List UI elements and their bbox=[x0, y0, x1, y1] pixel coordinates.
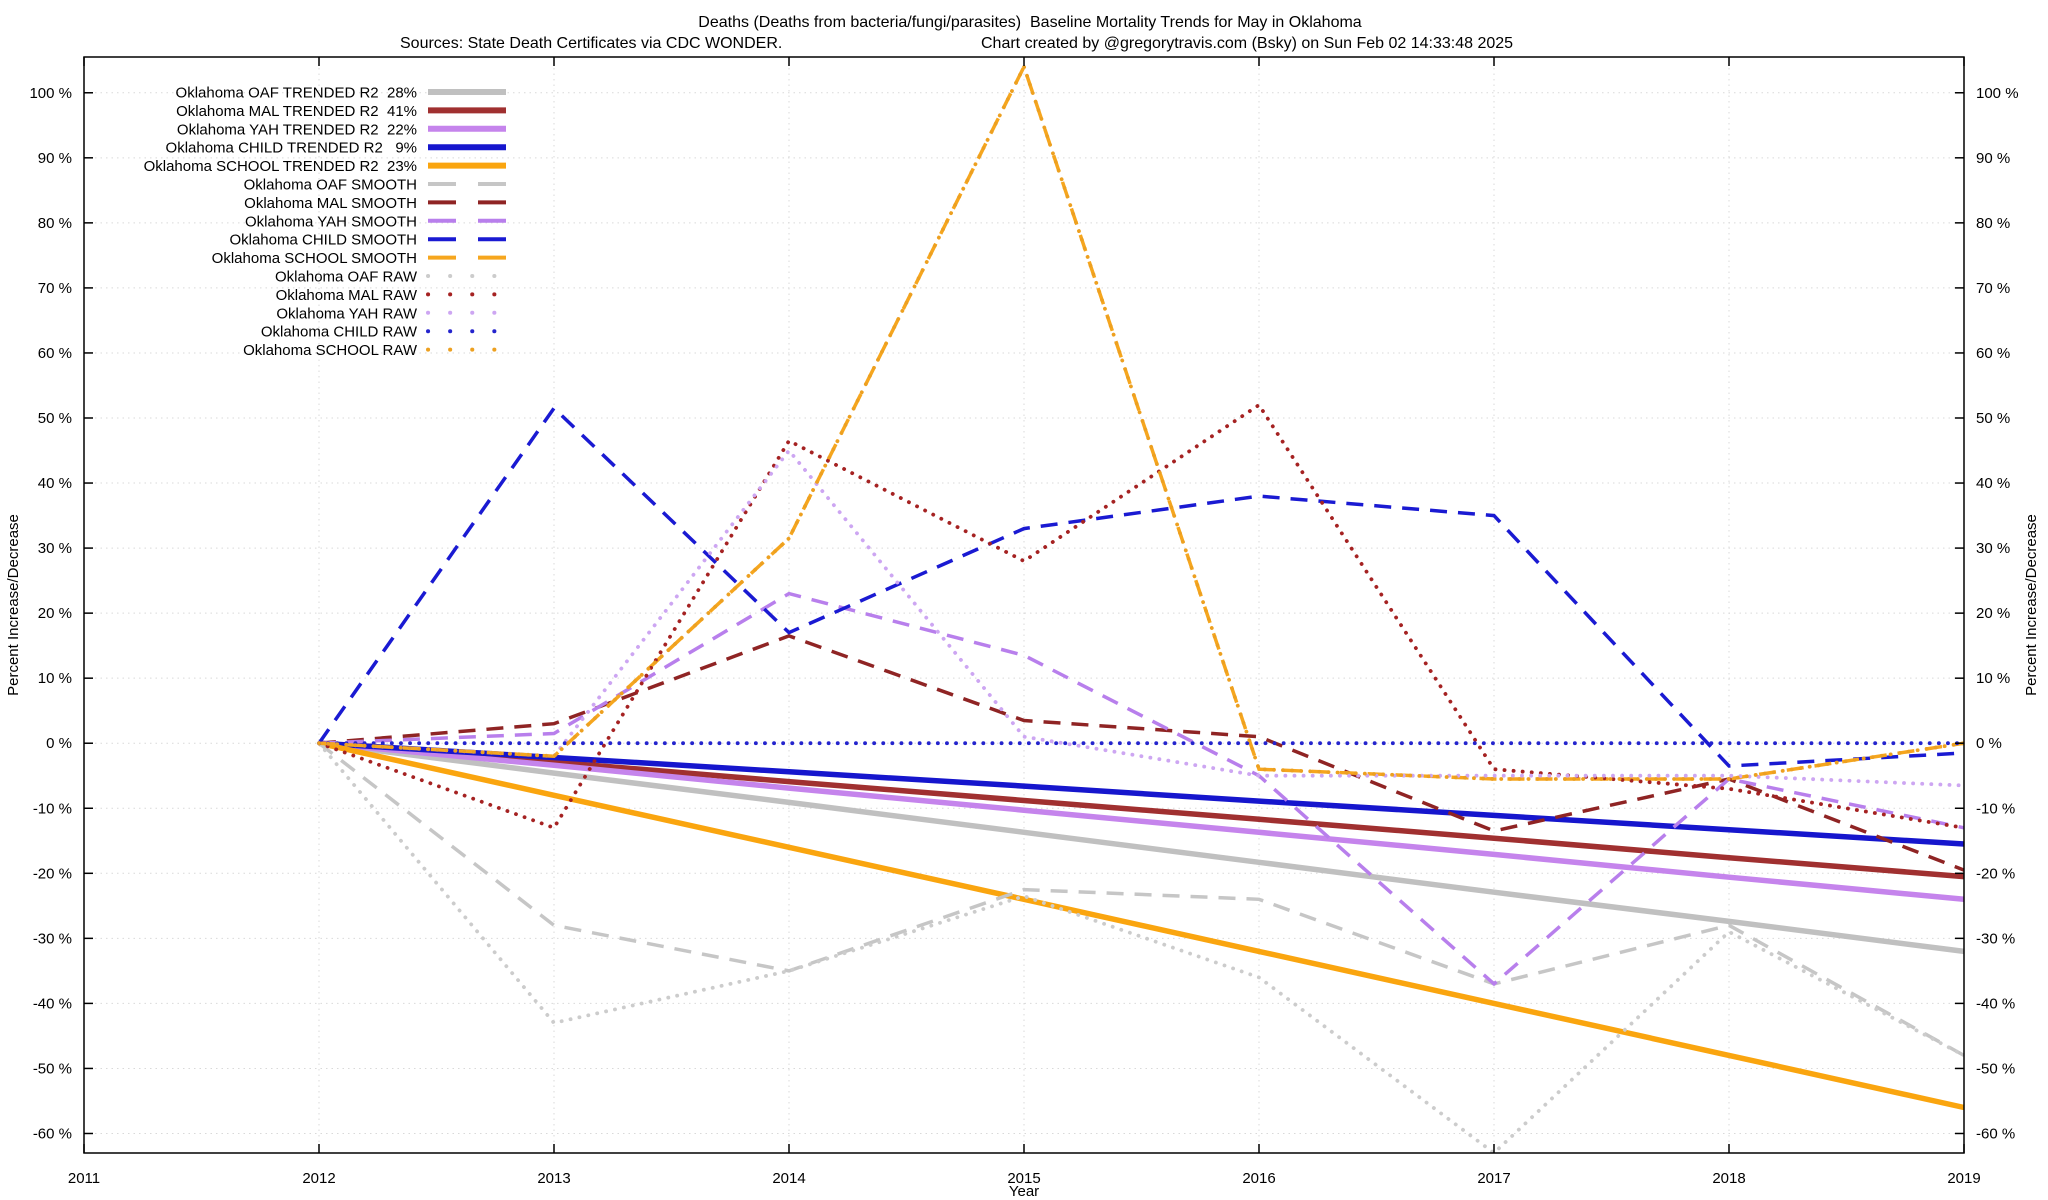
axis-tick-labels: 100 % 100 % 90 % 90 % 80 % 80 % 70 % 70 % 60 % 60… bbox=[29, 85, 2018, 1187]
y-tick-label-right: -40 % bbox=[1976, 995, 2015, 1012]
y-tick-label-left: -30 % bbox=[33, 930, 72, 947]
legend: Oklahoma OAF TRENDED R2 28%Oklahoma MAL … bbox=[144, 85, 508, 359]
y-tick-label-right: -10 % bbox=[1976, 800, 2015, 817]
x-tick-label: 2012 bbox=[302, 1170, 335, 1187]
legend-label-mal-trended: Oklahoma MAL TRENDED R2 41% bbox=[176, 103, 417, 120]
y-tick-label-left: 100 % bbox=[29, 85, 72, 102]
legend-label-school-smooth: Oklahoma SCHOOL SMOOTH bbox=[212, 250, 417, 267]
legend-label-child-smooth: Oklahoma CHILD SMOOTH bbox=[229, 232, 417, 249]
series-child-trended bbox=[318, 740, 1965, 847]
y-tick-label-right: 60 % bbox=[1976, 345, 2010, 362]
legend-label-school-trended: Oklahoma SCHOOL TRENDED R2 23% bbox=[144, 158, 417, 175]
series-school-trended bbox=[318, 740, 1965, 1111]
series-oaf-raw bbox=[317, 741, 1966, 1156]
y-tick-label-left: 20 % bbox=[38, 605, 72, 622]
y-tick-label-left: 40 % bbox=[38, 475, 72, 492]
series-school-smooth bbox=[318, 62, 1965, 781]
y-tick-label-right: -20 % bbox=[1976, 865, 2015, 882]
y-tick-label-left: -10 % bbox=[33, 800, 72, 817]
y-tick-label-right: 90 % bbox=[1976, 150, 2010, 167]
legend-label-oaf-smooth: Oklahoma OAF SMOOTH bbox=[244, 177, 417, 194]
y-tick-label-left: -50 % bbox=[33, 1060, 72, 1077]
legend-label-child-raw: Oklahoma CHILD RAW bbox=[261, 324, 418, 341]
y-tick-label-right: 20 % bbox=[1976, 605, 2010, 622]
series-oaf-smooth bbox=[317, 741, 1965, 1057]
y-tick-label-right: 80 % bbox=[1976, 215, 2010, 232]
legend-label-school-raw: Oklahoma SCHOOL RAW bbox=[243, 342, 418, 359]
series-child-smooth bbox=[317, 405, 1965, 768]
y-tick-label-right: 100 % bbox=[1976, 85, 2019, 102]
series-yah-trended bbox=[318, 740, 1965, 903]
legend-label-yah-smooth: Oklahoma YAH SMOOTH bbox=[245, 213, 417, 230]
legend-label-mal-smooth: Oklahoma MAL SMOOTH bbox=[244, 195, 417, 212]
y-tick-label-right: 50 % bbox=[1976, 410, 2010, 427]
series-mal-smooth bbox=[318, 634, 1965, 872]
y-tick-label-left: 30 % bbox=[38, 540, 72, 557]
axis-titles: Percent Increase/Decrease Percent Increas… bbox=[5, 514, 2040, 1200]
y-tick-label-left: 90 % bbox=[38, 150, 72, 167]
x-axis-label: Year bbox=[1009, 1183, 1039, 1200]
y-tick-label-right: 70 % bbox=[1976, 280, 2010, 297]
y-tick-label-left: 0 % bbox=[46, 735, 72, 752]
x-tick-label: 2016 bbox=[1242, 1170, 1275, 1187]
series-oaf-trended bbox=[318, 740, 1965, 955]
y-tick-label-right: -30 % bbox=[1976, 930, 2015, 947]
series-yah-smooth bbox=[318, 591, 1965, 987]
y-tick-label-right: 10 % bbox=[1976, 670, 2010, 687]
y-tick-label-right: 0 % bbox=[1976, 735, 2002, 752]
x-tick-label: 2011 bbox=[68, 1170, 100, 1187]
x-tick-label: 2018 bbox=[1712, 1170, 1745, 1187]
series-mal-trended bbox=[318, 740, 1965, 880]
x-tick-label: 2014 bbox=[772, 1170, 805, 1187]
y-tick-label-left: 10 % bbox=[38, 670, 72, 687]
x-tick-label: 2017 bbox=[1477, 1170, 1510, 1187]
legend-label-oaf-trended: Oklahoma OAF TRENDED R2 28% bbox=[176, 85, 417, 102]
y-tick-label-left: -20 % bbox=[33, 865, 72, 882]
chart-subtitle-sources: Sources: State Death Certificates via CD… bbox=[400, 35, 782, 52]
x-tick-label: 2015 bbox=[1007, 1170, 1040, 1187]
legend-label-oaf-raw: Oklahoma OAF RAW bbox=[275, 269, 418, 286]
y-tick-label-left: -60 % bbox=[33, 1125, 72, 1142]
y-tick-label-left: 70 % bbox=[38, 280, 72, 297]
y-tick-label-left: 60 % bbox=[38, 345, 72, 362]
y-axis-label-right: Percent Increase/Decrease bbox=[2023, 514, 2040, 696]
x-tick-label: 2013 bbox=[537, 1170, 570, 1187]
plot-frame bbox=[83, 56, 1965, 1154]
y-tick-label-right: 40 % bbox=[1976, 475, 2010, 492]
legend-label-yah-trended: Oklahoma YAH TRENDED R2 22% bbox=[177, 121, 417, 138]
chart-title: Deaths (Deaths from bacteria/fungi/paras… bbox=[698, 14, 1361, 31]
y-tick-label-right: -50 % bbox=[1976, 1060, 2015, 1077]
legend-label-yah-raw: Oklahoma YAH RAW bbox=[276, 305, 417, 322]
legend-label-child-trended: Oklahoma CHILD TRENDED R2 9% bbox=[166, 140, 417, 157]
series-yah-raw bbox=[317, 447, 1966, 788]
x-tick-label: 2019 bbox=[1947, 1170, 1980, 1187]
chart-subtitle-credit: Chart created by @gregorytravis.com (Bsk… bbox=[981, 35, 1513, 52]
y-tick-label-left: 50 % bbox=[38, 410, 72, 427]
data-series bbox=[317, 61, 1966, 1156]
y-axis-label-left: Percent Increase/Decrease bbox=[5, 514, 22, 696]
y-tick-label-left: 80 % bbox=[38, 215, 72, 232]
legend-label-mal-raw: Oklahoma MAL RAW bbox=[276, 287, 418, 304]
y-tick-label-left: -40 % bbox=[33, 995, 72, 1012]
y-tick-label-right: 30 % bbox=[1976, 540, 2010, 557]
y-tick-label-right: -60 % bbox=[1976, 1125, 2015, 1142]
